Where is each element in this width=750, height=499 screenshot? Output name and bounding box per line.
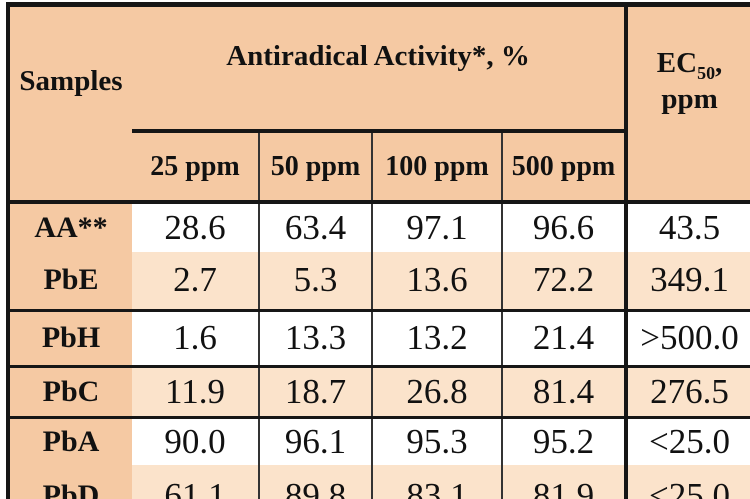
ec50-subscript: 50 bbox=[697, 62, 716, 83]
ec50-suffix: , ppm bbox=[661, 46, 723, 116]
sample-name-cell: AA** bbox=[10, 202, 132, 252]
antiradical-activity-table: Samples Antiradical Activity*, % EC50, p… bbox=[10, 7, 750, 499]
ec50-value-cell: <25.0 bbox=[624, 417, 750, 465]
header-row-concentrations: 25 ppm 50 ppm 100 ppm 500 ppm bbox=[10, 131, 750, 204]
activity-value-cell: 96.1 bbox=[258, 417, 372, 465]
header-row-top: Samples Antiradical Activity*, % EC50, p… bbox=[10, 7, 750, 204]
activity-value-cell: 96.6 bbox=[500, 202, 627, 252]
activity-value-cell: 63.4 bbox=[258, 202, 372, 252]
activity-value-cell: 95.2 bbox=[500, 417, 627, 465]
col-header-50ppm: 50 ppm bbox=[258, 131, 372, 204]
activity-value-cell: 13.2 bbox=[371, 310, 502, 368]
activity-value-cell: 89.8 bbox=[258, 465, 372, 499]
col-header-500ppm: 500 ppm bbox=[500, 131, 627, 204]
activity-value-cell: 81.9 bbox=[500, 465, 627, 499]
activity-value-cell: 11.9 bbox=[132, 366, 259, 419]
ec50-value-cell: >500.0 bbox=[624, 310, 750, 368]
table-row-pbe: PbE 2.7 5.3 13.6 72.2 349.1 bbox=[10, 252, 750, 312]
activity-value-cell: 90.0 bbox=[132, 417, 259, 465]
sample-name-cell: PbA bbox=[10, 417, 132, 465]
data-table-frame: Samples Antiradical Activity*, % EC50, p… bbox=[6, 2, 750, 499]
table-row-pba: PbA 90.0 96.1 95.3 95.2 <25.0 bbox=[10, 417, 750, 465]
col-header-25ppm: 25 ppm bbox=[132, 131, 259, 204]
sample-name-cell: PbE bbox=[10, 252, 132, 312]
ec50-value-cell: 349.1 bbox=[624, 252, 750, 312]
sample-name-cell: PbC bbox=[10, 366, 132, 419]
sample-name-cell: PbH bbox=[10, 310, 132, 368]
activity-value-cell: 18.7 bbox=[258, 366, 372, 419]
col-header-samples: Samples bbox=[10, 7, 132, 204]
activity-value-cell: 97.1 bbox=[371, 202, 502, 252]
activity-value-cell: 95.3 bbox=[371, 417, 502, 465]
table-row-aa: AA** 28.6 63.4 97.1 96.6 43.5 bbox=[10, 202, 750, 252]
activity-value-cell: 26.8 bbox=[371, 366, 502, 419]
col-header-ec50: EC50, ppm bbox=[624, 7, 750, 204]
table-row-pbh: PbH 1.6 13.3 13.2 21.4 >500.0 bbox=[10, 310, 750, 368]
activity-value-cell: 72.2 bbox=[500, 252, 627, 312]
activity-value-cell: 2.7 bbox=[132, 252, 259, 312]
activity-value-cell: 1.6 bbox=[132, 310, 259, 368]
ec50-value-cell: <25.0 bbox=[624, 465, 750, 499]
table-row-pbd: PbD 61.1 89.8 83.1 81.9 <25.0 bbox=[10, 465, 750, 499]
activity-value-cell: 13.3 bbox=[258, 310, 372, 368]
ec50-value-cell: 43.5 bbox=[624, 202, 750, 252]
col-header-100ppm: 100 ppm bbox=[371, 131, 502, 204]
ec50-value-cell: 276.5 bbox=[624, 366, 750, 419]
activity-value-cell: 21.4 bbox=[500, 310, 627, 368]
activity-value-cell: 61.1 bbox=[132, 465, 259, 499]
sample-name-cell: PbD bbox=[10, 465, 132, 499]
activity-value-cell: 5.3 bbox=[258, 252, 372, 312]
table-row-pbc: PbC 11.9 18.7 26.8 81.4 276.5 bbox=[10, 366, 750, 419]
ec50-prefix: EC bbox=[656, 46, 698, 79]
activity-value-cell: 81.4 bbox=[500, 366, 627, 419]
activity-value-cell: 13.6 bbox=[371, 252, 502, 312]
activity-value-cell: 28.6 bbox=[132, 202, 259, 252]
col-header-antiradical-activity: Antiradical Activity*, % bbox=[132, 7, 627, 133]
activity-value-cell: 83.1 bbox=[371, 465, 502, 499]
